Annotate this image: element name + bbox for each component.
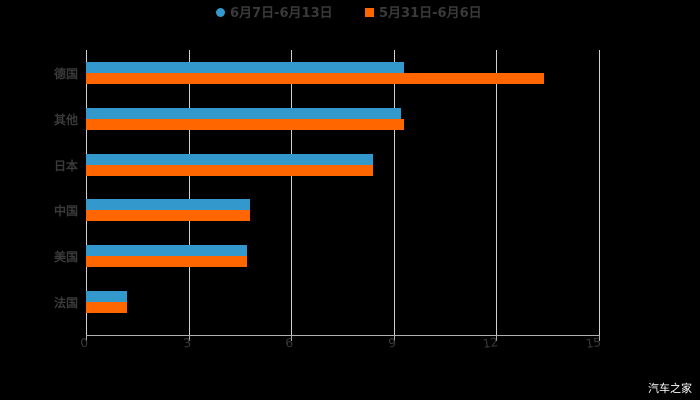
- bar-series-1[interactable]: [86, 199, 251, 210]
- category-label: 其他: [53, 113, 78, 127]
- legend-item-series-1[interactable]: 6月7日-6月13日: [216, 5, 333, 23]
- legend-label: 5月31日-6月6日: [379, 6, 482, 21]
- x-tick-label: 3: [182, 335, 192, 351]
- x-tick: [599, 335, 600, 341]
- legend-square-icon: [365, 8, 374, 17]
- category-label: 法国: [53, 296, 78, 310]
- gridline: [496, 50, 497, 335]
- bar-series-2[interactable]: [86, 73, 545, 84]
- x-tick-label: 0: [79, 335, 89, 351]
- bar-series-2[interactable]: [86, 119, 405, 130]
- gridline: [189, 50, 190, 335]
- bar-series-2[interactable]: [86, 210, 251, 221]
- legend-circle-icon: [216, 8, 225, 17]
- gridline: [394, 50, 395, 335]
- x-tick: [86, 335, 87, 341]
- watermark: 汽车之家: [648, 382, 692, 395]
- x-tick-label: 6: [284, 335, 294, 351]
- category-label: 美国: [53, 250, 78, 264]
- x-tick-label: 15: [584, 335, 602, 351]
- bar-series-1[interactable]: [86, 62, 405, 73]
- bar-series-2[interactable]: [86, 302, 128, 313]
- category-label: 中国: [53, 204, 78, 218]
- bar-series-2[interactable]: [86, 165, 374, 176]
- bar-series-1[interactable]: [86, 245, 247, 256]
- x-tick: [496, 335, 497, 341]
- bar-series-2[interactable]: [86, 256, 247, 267]
- gridline: [86, 50, 87, 335]
- x-tick: [189, 335, 190, 341]
- bar-series-1[interactable]: [86, 154, 374, 165]
- x-tick-label: 9: [387, 335, 397, 351]
- gridline: [291, 50, 292, 335]
- legend-label: 6月7日-6月13日: [230, 6, 333, 21]
- x-axis-line: [86, 335, 600, 336]
- plot-area: [86, 50, 600, 335]
- category-label: 德国: [53, 67, 78, 81]
- bar-series-1[interactable]: [86, 108, 401, 119]
- chart-legend: 6月7日-6月13日 5月31日-6月6日: [0, 5, 700, 23]
- x-tick: [394, 335, 395, 341]
- category-label: 日本: [53, 159, 78, 173]
- gridline: [599, 50, 600, 335]
- bar-series-1[interactable]: [86, 291, 128, 302]
- x-tick-label: 12: [481, 335, 499, 351]
- x-tick: [291, 335, 292, 341]
- legend-item-series-2[interactable]: 5月31日-6月6日: [365, 5, 482, 23]
